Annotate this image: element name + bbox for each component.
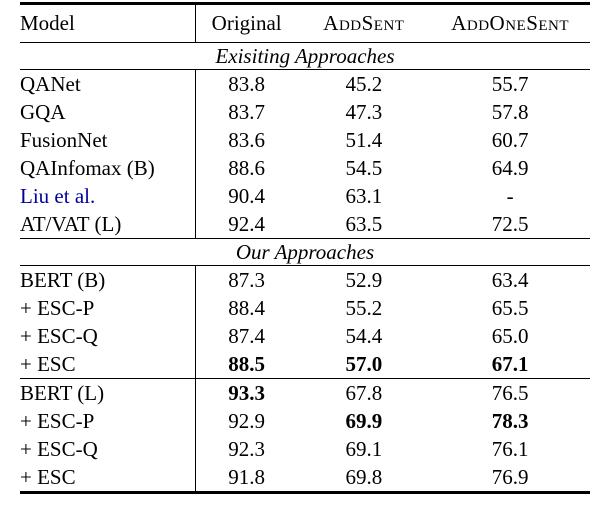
value-cell: 55.2 [345, 295, 383, 320]
results-table-body: Model Original AddSent AddOneSent Exisiting … [20, 3, 590, 493]
value-cell: 87.4 [194, 322, 298, 350]
value-cell: 72.5 [430, 210, 590, 239]
model-cell: QANet [20, 71, 81, 96]
value-cell: 57.0 [297, 350, 431, 379]
value-cell: 83.6 [194, 126, 298, 154]
value-cell: 87.3 [194, 265, 298, 294]
value-cell: 76.5 [491, 380, 529, 405]
value-cell: 83.7 [194, 98, 298, 126]
value-cell: 91.8 [194, 463, 298, 493]
column-header: AddOneSent [430, 3, 590, 43]
value-cell: 69.1 [345, 436, 383, 461]
value-cell: 67.8 [345, 380, 383, 405]
column-header: Original [194, 3, 298, 43]
model-cell: + ESC [20, 464, 76, 489]
value-cell: 65.5 [491, 295, 529, 320]
value-cell: 67.1 [430, 350, 590, 379]
value-cell: 47.3 [345, 99, 383, 124]
value-cell: 88.5 [194, 350, 298, 379]
table-row: + ESC-P 92.9 69.9 78.3 [20, 407, 590, 435]
header-row: Model Original AddSent AddOneSent [20, 3, 590, 43]
model-cell: BERT (B) [20, 267, 106, 292]
value-cell: 92.3 [194, 435, 298, 463]
model-cell: QAInfomax (B) [20, 155, 155, 180]
citation-link[interactable]: Liu et al. [20, 183, 96, 208]
value-cell: 54.5 [345, 155, 383, 180]
table-row: AT/VAT (L) 92.4 63.5 72.5 [20, 210, 590, 239]
value-cell: 63.1 [345, 183, 383, 208]
value-cell: 64.9 [491, 155, 529, 180]
table-row: + ESC 91.8 69.8 76.9 [20, 463, 590, 493]
table-row: BERT (B) 87.3 52.9 63.4 [20, 265, 590, 294]
table-row: + ESC-P 88.4 55.2 65.5 [20, 294, 590, 322]
value-cell: 90.4 [194, 182, 298, 210]
model-cell: + ESC-P [20, 295, 95, 320]
value-cell: - [506, 183, 514, 208]
value-cell: 76.9 [491, 464, 529, 489]
results-table: Model Original AddSent AddOneSent Exisiting … [20, 2, 590, 494]
table-row: Liu et al. 90.4 63.1 - [20, 182, 590, 210]
value-cell: 55.7 [491, 71, 529, 96]
value-cell: 45.2 [345, 71, 383, 96]
value-cell: 69.8 [345, 464, 383, 489]
value-cell: 51.4 [345, 127, 383, 152]
value-cell: 92.4 [194, 210, 298, 239]
model-cell: AT/VAT (L) [20, 210, 196, 239]
value-cell: 57.8 [491, 99, 529, 124]
table-row: BERT (L) 93.3 67.8 76.5 [20, 378, 590, 407]
table-row: + ESC-Q 87.4 54.4 65.0 [20, 322, 590, 350]
model-cell: FusionNet [20, 127, 108, 152]
value-cell: 78.3 [491, 408, 529, 433]
value-cell: 63.4 [491, 267, 529, 292]
value-cell: 63.5 [297, 210, 431, 239]
section-title: Exisiting Approaches [20, 42, 590, 70]
value-cell: 83.8 [194, 69, 298, 98]
value-cell: 93.3 [194, 378, 298, 407]
value-cell: 54.4 [345, 323, 383, 348]
section-row: Exisiting Approaches [20, 42, 590, 70]
table-row: GQA 83.7 47.3 57.8 [20, 98, 590, 126]
model-cell: + ESC [20, 350, 196, 379]
table-row: QAInfomax (B) 88.6 54.5 64.9 [20, 154, 590, 182]
value-cell: 76.1 [491, 436, 529, 461]
value-cell: 88.4 [194, 294, 298, 322]
table-row: + ESC 88.5 57.0 67.1 [20, 350, 590, 379]
table-row: + ESC-Q 92.3 69.1 76.1 [20, 435, 590, 463]
table-row: QANet 83.8 45.2 55.7 [20, 69, 590, 98]
model-cell: + ESC-Q [20, 436, 98, 461]
column-header: AddSent [297, 3, 431, 43]
value-cell: 69.9 [345, 408, 383, 433]
value-cell: 65.0 [491, 323, 529, 348]
model-cell: + ESC-Q [20, 323, 98, 348]
value-cell: 88.6 [194, 154, 298, 182]
table-row: FusionNet 83.6 51.4 60.7 [20, 126, 590, 154]
column-header: Model [20, 3, 196, 43]
section-row: Our Approaches [20, 238, 590, 266]
value-cell: 92.9 [194, 407, 298, 435]
model-cell: BERT (L) [20, 380, 105, 405]
model-cell: GQA [20, 99, 66, 124]
value-cell: 60.7 [491, 127, 529, 152]
value-cell: 52.9 [345, 267, 383, 292]
model-cell: + ESC-P [20, 408, 95, 433]
section-title: Our Approaches [20, 238, 590, 266]
